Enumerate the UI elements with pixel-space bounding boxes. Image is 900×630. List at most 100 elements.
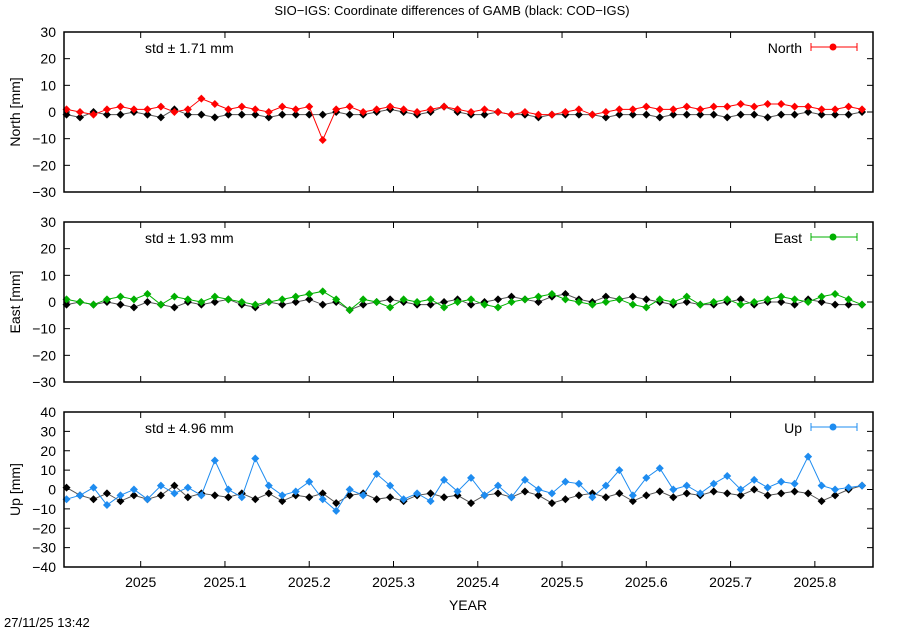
data-point	[251, 454, 260, 463]
data-point	[817, 497, 826, 506]
x-tick-label: 2025.5	[541, 574, 584, 590]
data-point	[116, 491, 125, 500]
y-tick-label: 40	[40, 404, 56, 420]
data-point	[790, 487, 799, 496]
data-point	[129, 105, 138, 114]
data-point	[183, 110, 192, 119]
data-point	[89, 495, 98, 504]
data-point	[413, 298, 422, 306]
data-point	[197, 94, 206, 103]
data-point	[601, 108, 610, 116]
data-point	[804, 108, 813, 116]
legend: East	[774, 230, 858, 246]
y-tick-label: −40	[32, 559, 56, 575]
data-point	[332, 105, 341, 114]
data-point	[790, 479, 799, 488]
data-point	[318, 495, 327, 504]
data-point	[210, 113, 219, 122]
y-axis-label: Up [mm]	[7, 463, 23, 516]
data-point	[709, 487, 718, 496]
data-point	[318, 110, 327, 119]
data-point	[183, 295, 192, 304]
y-tick-label: 0	[48, 482, 56, 498]
data-point	[588, 110, 597, 119]
y-tick-label: −10	[32, 501, 56, 517]
data-point	[534, 491, 543, 500]
data-point	[574, 110, 583, 119]
y-tick-label: −10	[32, 131, 56, 147]
data-point	[831, 485, 840, 494]
data-point	[62, 483, 71, 492]
data-point	[102, 295, 111, 304]
data-point	[237, 493, 246, 502]
y-tick-label: 30	[40, 214, 56, 230]
data-point	[750, 102, 759, 111]
legend-marker	[829, 43, 837, 51]
data-point	[817, 292, 826, 301]
data-point	[305, 493, 314, 502]
data-point	[831, 105, 840, 114]
y-tick-label: −20	[32, 520, 56, 536]
data-point	[628, 110, 637, 119]
data-point	[116, 102, 125, 111]
data-point	[453, 487, 462, 496]
data-point	[467, 295, 476, 304]
data-point	[332, 506, 341, 515]
series-cod-igs	[62, 290, 867, 314]
data-point	[804, 298, 813, 306]
data-point	[143, 495, 152, 504]
x-tick-label: 2025.8	[793, 574, 836, 590]
data-point	[777, 110, 786, 119]
timestamp: 27/11/25 13:42	[4, 615, 90, 630]
std-label: std ± 4.96 mm	[145, 420, 234, 436]
data-point	[831, 491, 840, 500]
x-tick-label: 2025.3	[372, 574, 415, 590]
legend: Up	[784, 420, 858, 436]
y-tick-label: −10	[32, 321, 56, 337]
data-point	[143, 298, 152, 306]
data-point	[534, 298, 543, 306]
data-point	[790, 110, 799, 119]
data-point	[507, 493, 516, 502]
data-point	[547, 290, 556, 298]
data-point	[453, 105, 462, 114]
data-point	[655, 464, 664, 473]
data-point	[318, 300, 327, 309]
data-point	[278, 102, 287, 111]
data-point	[615, 489, 624, 498]
data-point	[480, 491, 489, 500]
data-point	[467, 300, 476, 309]
data-point	[76, 298, 85, 306]
data-point	[143, 290, 152, 298]
data-point	[696, 110, 705, 119]
data-point	[601, 493, 610, 502]
data-point	[723, 471, 732, 480]
data-point	[156, 481, 165, 490]
data-point	[278, 491, 287, 500]
data-point	[440, 303, 449, 312]
data-point	[210, 298, 219, 306]
data-point	[156, 300, 165, 309]
data-point	[156, 102, 165, 111]
data-point	[291, 298, 300, 306]
legend-marker	[829, 423, 837, 431]
data-point	[359, 491, 368, 500]
data-point	[183, 105, 192, 114]
data-point	[62, 295, 71, 304]
y-tick-label: 30	[40, 24, 56, 40]
data-point	[332, 295, 341, 304]
data-point	[574, 298, 583, 306]
data-point	[318, 136, 327, 144]
data-point	[844, 102, 853, 111]
data-point	[601, 113, 610, 122]
data-point	[359, 300, 368, 309]
data-point	[291, 487, 300, 496]
data-point	[642, 473, 651, 482]
data-point	[534, 110, 543, 119]
data-point	[804, 102, 813, 111]
data-point	[831, 300, 840, 309]
data-point	[197, 110, 206, 119]
data-point	[386, 303, 395, 312]
y-tick-label: −20	[32, 157, 56, 173]
